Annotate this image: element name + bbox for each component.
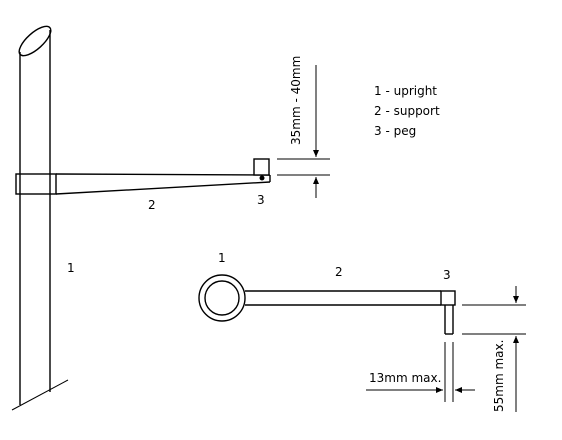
width-dimension-label: 13mm max. [369, 371, 441, 385]
top-support-arm [245, 290, 441, 306]
length-dimension-label: 55mm max. [492, 340, 506, 412]
legend-item-upright: 1 - upright [374, 84, 437, 98]
legend-item-support: 2 - support [374, 104, 440, 118]
top-label-upright: 1 [218, 251, 226, 265]
peg [253, 158, 270, 181]
side-label-peg: 3 [257, 193, 265, 207]
side-label-upright: 1 [67, 261, 75, 275]
side-view: 35mm - 40mm 2 3 1 [11, 25, 330, 411]
support-arm [55, 173, 271, 195]
support-collar [15, 173, 57, 195]
height-dimension-label: 35mm - 40mm [289, 56, 303, 145]
upright-pole [18, 25, 52, 405]
top-label-peg: 3 [443, 268, 451, 282]
length-dimension: 55mm max. [462, 286, 526, 412]
top-view: 13mm max. 55mm max. 1 2 3 [198, 251, 526, 412]
top-label-support: 2 [335, 265, 343, 279]
side-label-support: 2 [148, 198, 156, 212]
top-peg [440, 290, 456, 335]
height-dimension: 35mm - 40mm [277, 56, 330, 198]
width-dimension: 13mm max. [366, 342, 475, 402]
upright-ring [198, 274, 246, 322]
ground-line [11, 379, 69, 411]
legend: 1 - upright 2 - support 3 - peg [374, 84, 440, 138]
legend-item-peg: 3 - peg [374, 124, 416, 138]
